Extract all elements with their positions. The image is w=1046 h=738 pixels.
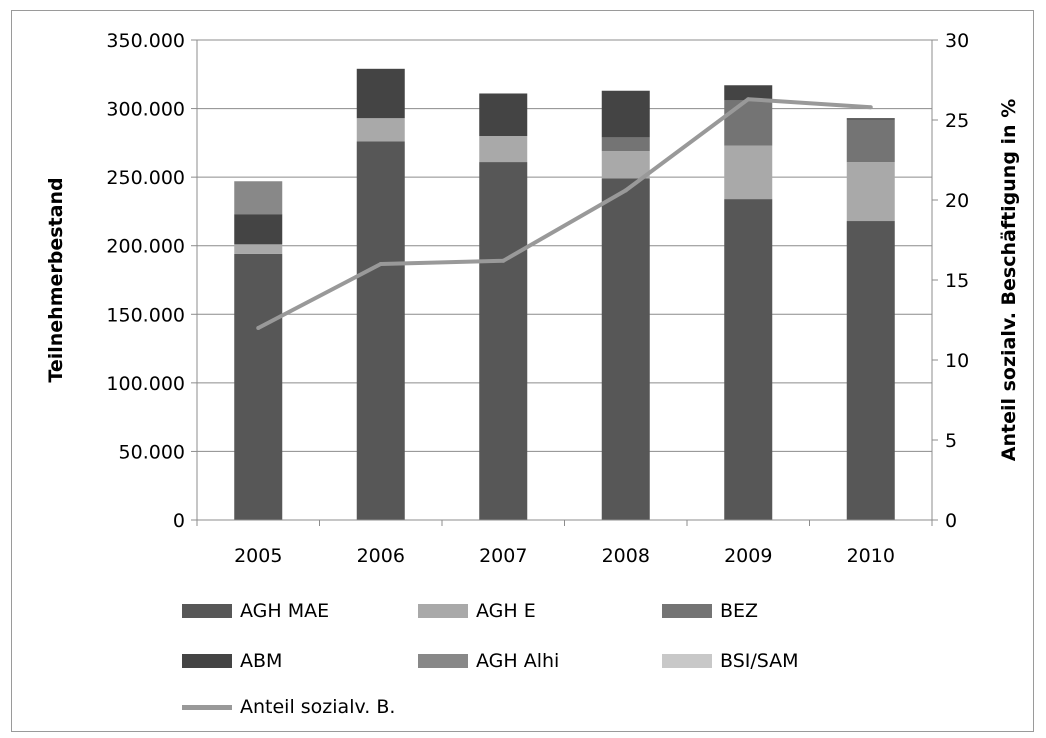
bar-segment [601, 90, 650, 138]
x-tick-label: 2005 [234, 545, 282, 567]
bar-segment [479, 162, 528, 521]
x-tick-label: 2009 [724, 545, 772, 567]
bar-segment [846, 221, 895, 520]
y-left-tick-label: 150.000 [106, 304, 185, 326]
bar-segment [724, 199, 773, 521]
line-point [256, 326, 261, 330]
legend-label: BEZ [720, 600, 759, 622]
y-right-tick-label: 20 [945, 190, 969, 212]
bar-segment [234, 244, 283, 254]
x-tick-label: 2010 [847, 545, 895, 567]
legend-item-bez: BEZ [662, 600, 758, 622]
y-left-tick-label: 50.000 [119, 441, 185, 463]
legend-label: AGH E [476, 600, 536, 622]
bar-segment [601, 151, 650, 179]
bar-segment [724, 85, 773, 101]
legend-label: BSI/SAM [720, 650, 799, 672]
bar-segment [846, 119, 895, 163]
bar-segment [479, 93, 528, 136]
line-point [501, 258, 506, 263]
bar-segment [234, 214, 283, 245]
y-left-axis-title: Teilnehmerbestand [45, 177, 67, 382]
legend-item-anteil: Anteil sozialv. B. [182, 696, 395, 718]
line-series-anteil [257, 97, 871, 330]
legend-item-agh-mae: AGH MAE [182, 600, 329, 622]
y-right-tick-label: 25 [945, 110, 969, 132]
chart-plot: 0 50.000 100.000 150.000 200.000 250.000 300.0… [45, 30, 1020, 567]
y-left-tick-label: 200.000 [106, 236, 185, 258]
bar-segment [234, 181, 283, 215]
bar-segment [846, 162, 895, 222]
y-left-tick-label: 0 [173, 510, 185, 532]
legend-item-agh-alhi: AGH Alhi [418, 650, 559, 672]
bar-segment [479, 136, 528, 163]
y-left-tick-label: 300.000 [106, 99, 185, 121]
legend-label: AGH MAE [240, 600, 330, 622]
legend-label: ABM [240, 650, 283, 672]
bar-segment [601, 178, 650, 520]
y-left-tick-label: 350.000 [106, 30, 185, 52]
line-point [623, 188, 628, 193]
y-right-tick-label: 15 [945, 270, 969, 292]
legend-line-swatch [182, 704, 232, 710]
legend-label: AGH Alhi [476, 650, 560, 672]
legend-swatch [418, 654, 468, 668]
line-point [746, 97, 751, 102]
legend-item-bsi-sam: BSI/SAM [662, 650, 799, 672]
legend-swatch [418, 604, 468, 618]
x-tick-label: 2007 [479, 545, 527, 567]
bar-segment [234, 253, 283, 520]
bar-segment [356, 141, 405, 520]
legend-swatch [662, 604, 712, 618]
line-point [868, 105, 873, 110]
legend-swatch [182, 654, 232, 668]
bar-segment [601, 137, 650, 152]
bar-segment [356, 118, 405, 142]
chart-frame: 0 50.000 100.000 150.000 200.000 250.000 300.0… [11, 10, 1034, 732]
bar-segment [846, 118, 895, 120]
y-right-tick-label: 10 [945, 350, 969, 372]
y-left-tick-label: 100.000 [106, 373, 185, 395]
legend-swatch [662, 654, 712, 668]
bar-segment [724, 145, 773, 200]
y-right-tick-label: 30 [945, 30, 969, 52]
legend-item-agh-e: AGH E [418, 600, 536, 622]
x-tick-label: 2006 [357, 545, 405, 567]
legend-label: Anteil sozialv. B. [240, 696, 396, 718]
x-tick-label: 2008 [602, 545, 650, 567]
legend-item-abm: ABM [182, 650, 282, 672]
y-right-tick-label: 0 [945, 510, 957, 532]
legend-swatch [182, 604, 232, 618]
bar-segment [356, 68, 405, 119]
line-point [378, 262, 383, 266]
bar-segment [724, 100, 773, 146]
y-right-axis-title: Anteil sozialv. Beschäftigung in % [998, 99, 1020, 461]
y-left-tick-label: 250.000 [106, 167, 185, 189]
y-right-tick-label: 5 [945, 430, 957, 452]
